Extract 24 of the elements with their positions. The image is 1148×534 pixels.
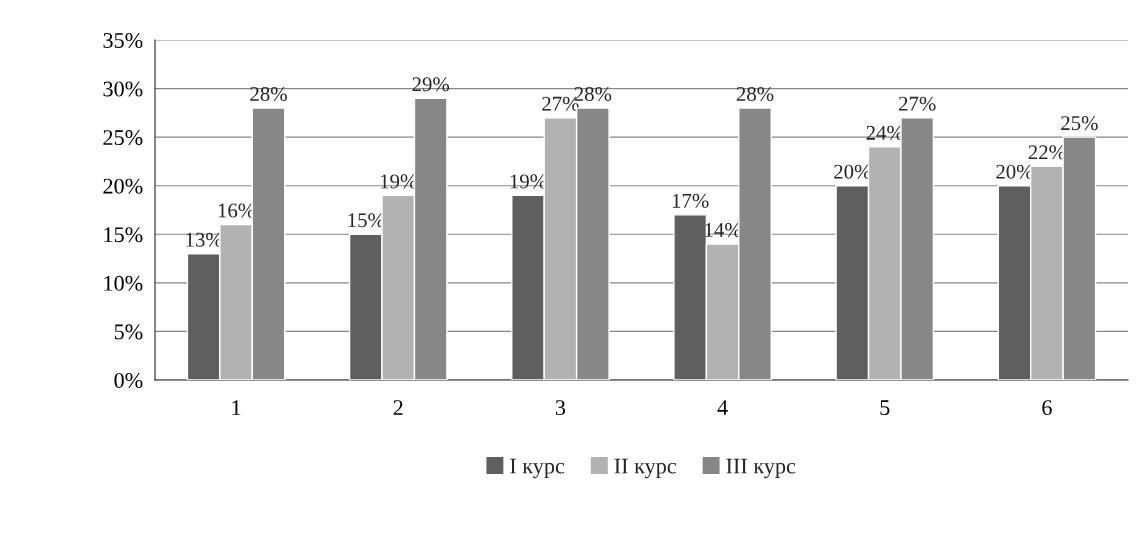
y-tick-label: 35% [103,32,143,48]
legend-label: I курс [510,458,565,479]
x-tick-label: 6 [1042,400,1052,416]
legend-label: III курс [726,458,796,479]
x-tick-label: 4 [717,400,728,415]
legend-label: II курс [614,458,676,479]
data-label: 28% [736,86,774,102]
y-tick-label: 30% [103,81,143,97]
data-label: 25% [1061,116,1098,131]
x-tick-label: 2 [393,400,403,415]
y-tick-label: 10% [104,275,143,291]
y-tick-label: 5% [114,324,143,340]
x-tick-label: 3 [555,400,566,416]
data-label: 22% [1028,145,1066,160]
data-label: 19% [510,174,547,189]
data-label: 17% [672,193,709,208]
x-tick-label: 1 [232,400,241,415]
data-label: 28% [250,86,287,102]
y-tick-label: 20% [103,178,143,194]
x-tick-label: 5 [880,400,890,416]
y-tick-label: 25% [103,130,143,146]
y-tick-label: 15% [104,227,143,243]
y-tick-label: 0% [114,372,143,388]
data-label: 27% [899,96,936,111]
